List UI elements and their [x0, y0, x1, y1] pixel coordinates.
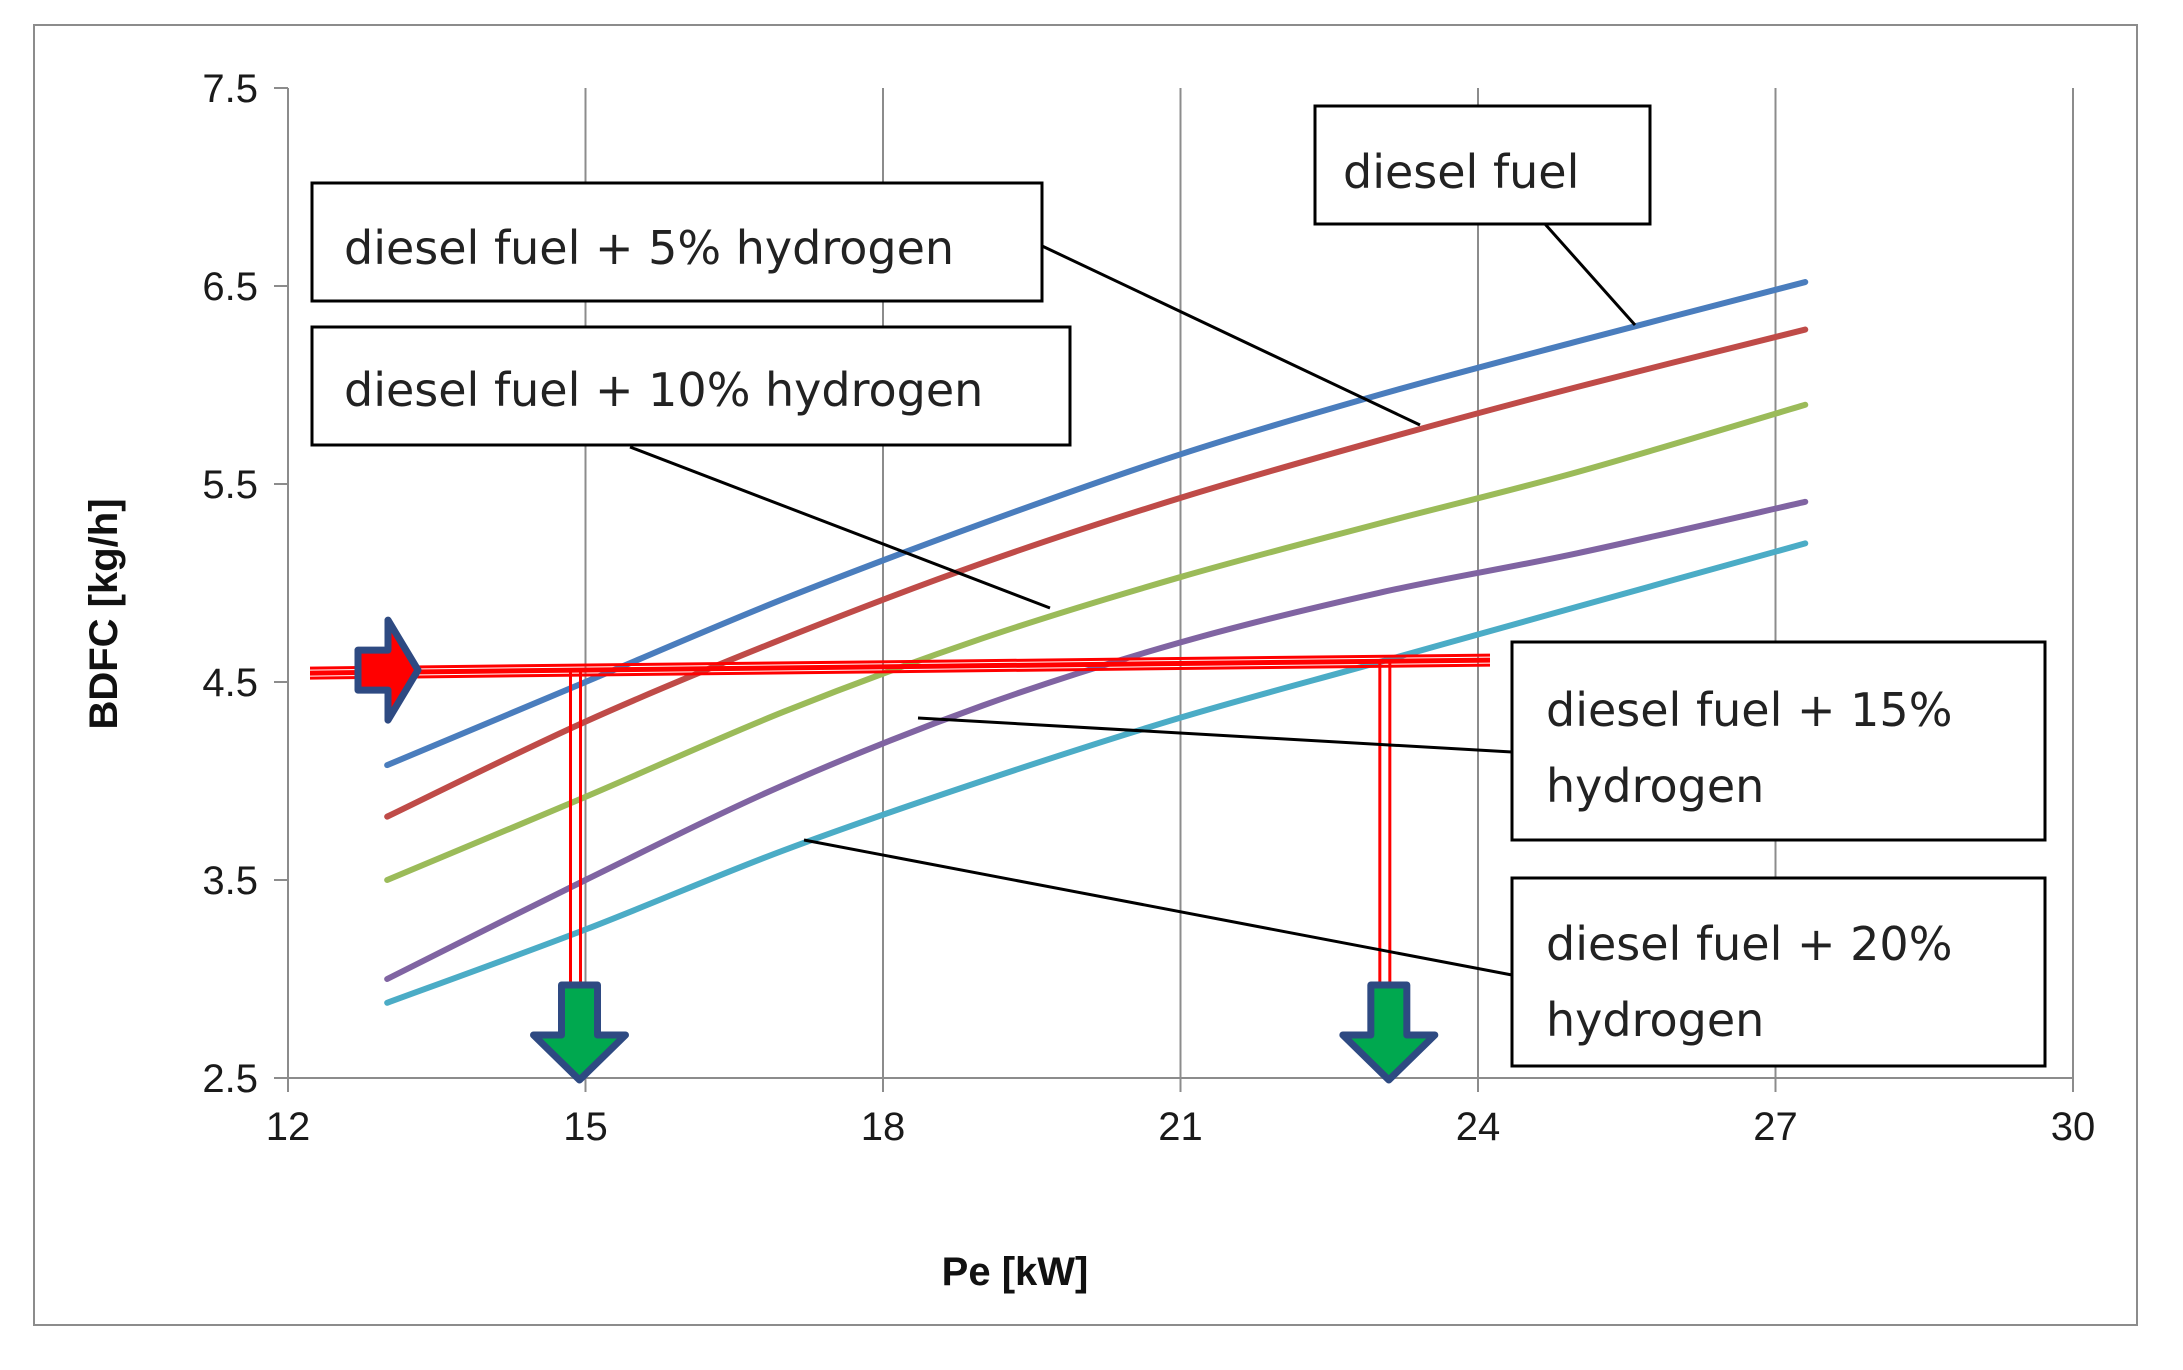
- tick-labels: 2.5 3.5 4.5 5.5 6.5 7.5 12 15 18 21 24 27 30: [202, 67, 2095, 1149]
- series-label-box: [310, 325, 1072, 447]
- x-tick-label: 30: [2051, 1105, 2096, 1149]
- x-tick-label: 18: [861, 1105, 906, 1149]
- horizontal-guide: [309, 663, 1491, 680]
- down-arrow-icon: [530, 981, 629, 1084]
- series-label-text: diesel fuel + 10% hydrogen: [344, 363, 983, 417]
- series-label-text: diesel fuel + 15%: [1546, 683, 1952, 737]
- horizontal-guide: [309, 653, 1491, 670]
- series-label-text: hydrogen: [1546, 993, 1764, 1047]
- x-tick-label: 27: [1753, 1105, 1798, 1149]
- series-label-box: [310, 181, 1044, 303]
- leader-line: [917, 716, 1513, 754]
- reference-guides: [309, 616, 1491, 1084]
- series-line-2: [384, 326, 1809, 820]
- horizontal-guide: [309, 659, 1491, 676]
- series-label-boxes: diesel fuel diesel fuel + 5% hydrogen dies…: [310, 104, 2047, 1068]
- y-tick-label: 3.5: [202, 859, 258, 903]
- y-tick-label: 5.5: [202, 463, 258, 507]
- series-label-text: diesel fuel: [1343, 145, 1579, 199]
- y-tick-label: 6.5: [202, 265, 258, 309]
- series-label-box: [1313, 104, 1652, 226]
- x-tick-label: 15: [563, 1105, 608, 1149]
- horizontal-guide: [309, 657, 1491, 674]
- series-label-box: [1510, 640, 2047, 842]
- x-axis-title: Pe [kW]: [942, 1250, 1089, 1294]
- x-tick-label: 24: [1456, 1105, 1501, 1149]
- series-line-5: [384, 540, 1809, 1006]
- series-label-box: [1510, 876, 2047, 1068]
- series-label-text: hydrogen: [1546, 759, 1764, 813]
- leader-line: [1543, 223, 1637, 326]
- y-tick-label: 2.5: [202, 1057, 258, 1101]
- y-axis-title: BDFC [kg/h]: [82, 498, 126, 729]
- x-tick-label: 21: [1158, 1105, 1203, 1149]
- y-tick-label: 7.5: [202, 67, 258, 111]
- series-line-3: [384, 401, 1809, 883]
- series-label-text: diesel fuel + 5% hydrogen: [344, 221, 954, 275]
- x-tick-label: 12: [266, 1105, 311, 1149]
- down-arrow-icon: [1339, 981, 1439, 1084]
- y-tick-label: 4.5: [202, 661, 258, 705]
- right-arrow-icon: [354, 616, 422, 724]
- leader-line: [629, 445, 1051, 610]
- leader-line: [1039, 243, 1421, 427]
- leader-line: [803, 838, 1513, 977]
- series-label-text: diesel fuel + 20%: [1546, 917, 1952, 971]
